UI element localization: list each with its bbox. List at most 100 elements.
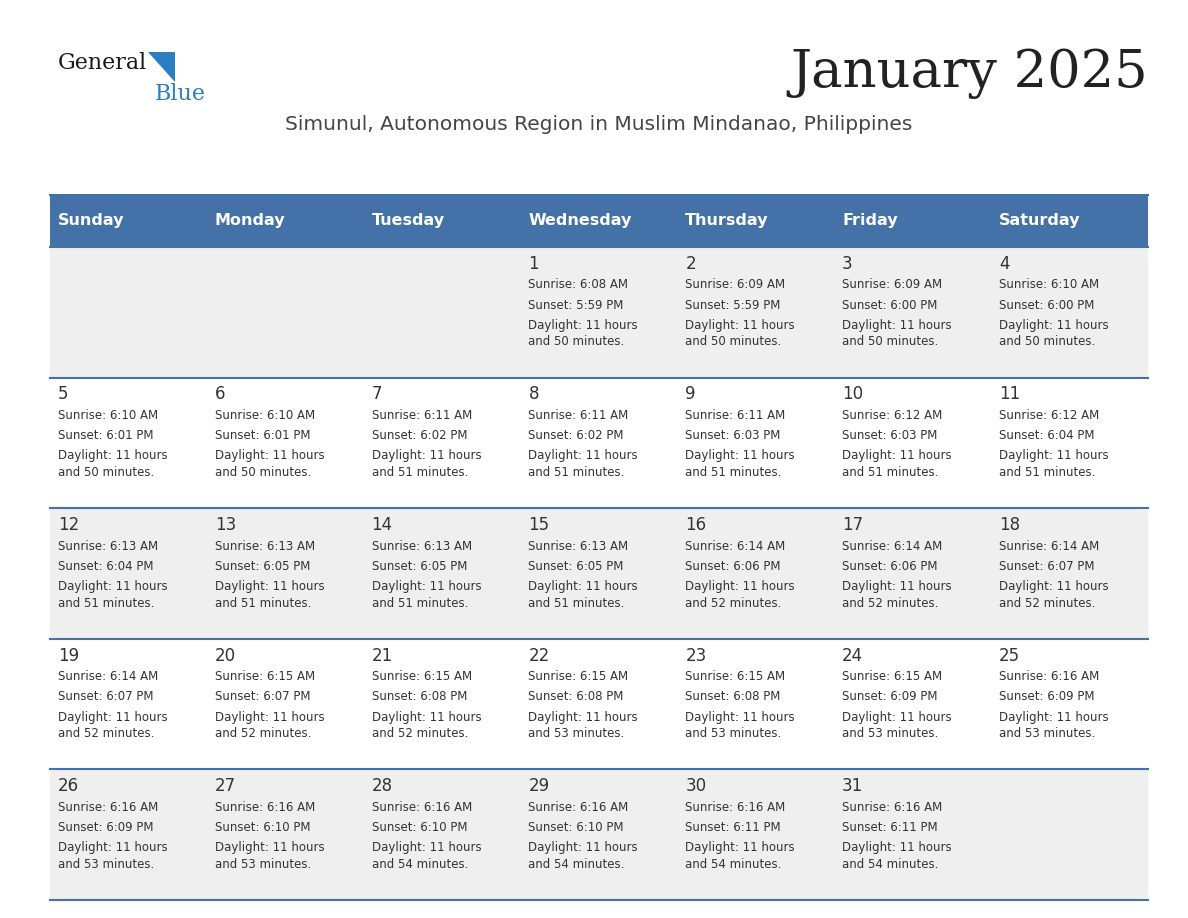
Text: Daylight: 11 hours
and 53 minutes.: Daylight: 11 hours and 53 minutes. [529, 711, 638, 740]
Bar [364, 377, 520, 509]
Bar [834, 377, 991, 509]
Text: Sunset: 6:03 PM: Sunset: 6:03 PM [685, 430, 781, 442]
Text: Sunrise: 6:14 AM: Sunrise: 6:14 AM [58, 670, 158, 683]
Text: 19: 19 [58, 646, 78, 665]
Text: Sunrise: 6:10 AM: Sunrise: 6:10 AM [999, 278, 1099, 291]
Text: 21: 21 [372, 646, 393, 665]
Text: Sunrise: 6:15 AM: Sunrise: 6:15 AM [842, 670, 942, 683]
Bar [991, 509, 1148, 639]
Text: Sunset: 6:07 PM: Sunset: 6:07 PM [999, 560, 1094, 573]
Bar [991, 195, 1148, 247]
Bar [520, 769, 677, 900]
Text: 13: 13 [215, 516, 236, 534]
Text: Daylight: 11 hours
and 51 minutes.: Daylight: 11 hours and 51 minutes. [372, 450, 481, 479]
Bar [677, 639, 834, 769]
Text: Daylight: 11 hours
and 53 minutes.: Daylight: 11 hours and 53 minutes. [999, 711, 1108, 740]
Bar [677, 247, 834, 377]
Text: 7: 7 [372, 386, 383, 403]
Text: 18: 18 [999, 516, 1020, 534]
Text: Sunset: 6:05 PM: Sunset: 6:05 PM [215, 560, 310, 573]
Bar [834, 509, 991, 639]
Bar [834, 769, 991, 900]
Bar [677, 377, 834, 509]
Text: Sunset: 6:10 PM: Sunset: 6:10 PM [372, 821, 467, 834]
Text: Blue: Blue [154, 83, 206, 105]
Text: Sunset: 6:04 PM: Sunset: 6:04 PM [999, 430, 1094, 442]
Bar [834, 195, 991, 247]
Bar [991, 377, 1148, 509]
Text: Daylight: 11 hours
and 53 minutes.: Daylight: 11 hours and 53 minutes. [58, 841, 168, 871]
Text: Sunrise: 6:13 AM: Sunrise: 6:13 AM [215, 540, 315, 553]
Text: Sunset: 6:05 PM: Sunset: 6:05 PM [529, 560, 624, 573]
Text: Sunset: 6:10 PM: Sunset: 6:10 PM [529, 821, 624, 834]
Text: Sunset: 6:02 PM: Sunset: 6:02 PM [529, 430, 624, 442]
Text: Sunset: 6:09 PM: Sunset: 6:09 PM [58, 821, 153, 834]
Text: Daylight: 11 hours
and 50 minutes.: Daylight: 11 hours and 50 minutes. [529, 319, 638, 348]
Bar [991, 769, 1148, 900]
Text: Sunrise: 6:08 AM: Sunrise: 6:08 AM [529, 278, 628, 291]
Text: Sunrise: 6:15 AM: Sunrise: 6:15 AM [529, 670, 628, 683]
Bar [520, 195, 677, 247]
Text: 15: 15 [529, 516, 550, 534]
Text: Thursday: Thursday [685, 214, 769, 229]
Text: 17: 17 [842, 516, 864, 534]
Text: Sunset: 6:00 PM: Sunset: 6:00 PM [842, 298, 937, 311]
Text: Sunrise: 6:12 AM: Sunrise: 6:12 AM [999, 409, 1099, 422]
Text: Sunset: 6:10 PM: Sunset: 6:10 PM [215, 821, 310, 834]
Text: Sunset: 6:08 PM: Sunset: 6:08 PM [529, 690, 624, 703]
Text: Daylight: 11 hours
and 50 minutes.: Daylight: 11 hours and 50 minutes. [685, 319, 795, 348]
Bar [207, 195, 364, 247]
Text: 4: 4 [999, 255, 1010, 273]
Text: Sunrise: 6:13 AM: Sunrise: 6:13 AM [58, 540, 158, 553]
Text: Daylight: 11 hours
and 50 minutes.: Daylight: 11 hours and 50 minutes. [999, 319, 1108, 348]
Bar [364, 195, 520, 247]
Text: 29: 29 [529, 778, 550, 795]
Bar [834, 247, 991, 377]
Text: Daylight: 11 hours
and 51 minutes.: Daylight: 11 hours and 51 minutes. [842, 450, 952, 479]
Text: 26: 26 [58, 778, 78, 795]
Text: 22: 22 [529, 646, 550, 665]
Text: Sunrise: 6:09 AM: Sunrise: 6:09 AM [842, 278, 942, 291]
Text: Sunrise: 6:10 AM: Sunrise: 6:10 AM [58, 409, 158, 422]
Text: Sunday: Sunday [58, 214, 125, 229]
Text: Daylight: 11 hours
and 52 minutes.: Daylight: 11 hours and 52 minutes. [842, 580, 952, 610]
Text: Daylight: 11 hours
and 52 minutes.: Daylight: 11 hours and 52 minutes. [999, 580, 1108, 610]
Text: Daylight: 11 hours
and 50 minutes.: Daylight: 11 hours and 50 minutes. [842, 319, 952, 348]
Text: Daylight: 11 hours
and 54 minutes.: Daylight: 11 hours and 54 minutes. [685, 841, 795, 871]
Text: Daylight: 11 hours
and 52 minutes.: Daylight: 11 hours and 52 minutes. [58, 711, 168, 740]
Text: Sunrise: 6:10 AM: Sunrise: 6:10 AM [215, 409, 315, 422]
Bar [207, 639, 364, 769]
Text: 16: 16 [685, 516, 707, 534]
Text: Daylight: 11 hours
and 52 minutes.: Daylight: 11 hours and 52 minutes. [372, 711, 481, 740]
Text: Sunrise: 6:14 AM: Sunrise: 6:14 AM [999, 540, 1099, 553]
Bar [50, 509, 207, 639]
Text: Sunrise: 6:15 AM: Sunrise: 6:15 AM [685, 670, 785, 683]
Text: 27: 27 [215, 778, 236, 795]
Text: Daylight: 11 hours
and 51 minutes.: Daylight: 11 hours and 51 minutes. [999, 450, 1108, 479]
Text: Daylight: 11 hours
and 54 minutes.: Daylight: 11 hours and 54 minutes. [842, 841, 952, 871]
Text: Friday: Friday [842, 214, 898, 229]
Text: 10: 10 [842, 386, 864, 403]
Text: Sunset: 6:11 PM: Sunset: 6:11 PM [842, 821, 937, 834]
Text: Sunset: 6:06 PM: Sunset: 6:06 PM [842, 560, 937, 573]
Text: 11: 11 [999, 386, 1020, 403]
Text: General: General [58, 52, 147, 74]
Bar [50, 769, 207, 900]
Text: 30: 30 [685, 778, 707, 795]
Polygon shape [148, 52, 175, 82]
Text: Daylight: 11 hours
and 51 minutes.: Daylight: 11 hours and 51 minutes. [529, 580, 638, 610]
Text: Wednesday: Wednesday [529, 214, 632, 229]
Bar [677, 769, 834, 900]
Text: Sunset: 6:11 PM: Sunset: 6:11 PM [685, 821, 781, 834]
Bar [50, 377, 207, 509]
Text: Daylight: 11 hours
and 50 minutes.: Daylight: 11 hours and 50 minutes. [215, 450, 324, 479]
Bar [50, 195, 207, 247]
Text: Sunset: 6:08 PM: Sunset: 6:08 PM [372, 690, 467, 703]
Text: Sunrise: 6:09 AM: Sunrise: 6:09 AM [685, 278, 785, 291]
Text: Sunrise: 6:11 AM: Sunrise: 6:11 AM [372, 409, 472, 422]
Bar [991, 247, 1148, 377]
Text: Daylight: 11 hours
and 53 minutes.: Daylight: 11 hours and 53 minutes. [685, 711, 795, 740]
Bar [50, 639, 207, 769]
Bar [50, 247, 207, 377]
Bar [207, 247, 364, 377]
